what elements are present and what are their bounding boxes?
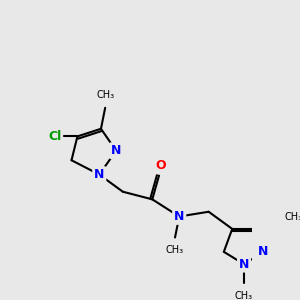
Text: O: O: [155, 160, 166, 172]
Text: CH₃: CH₃: [166, 245, 184, 255]
Text: N: N: [111, 144, 121, 157]
Text: Cl: Cl: [48, 130, 61, 143]
Text: CH₃: CH₃: [96, 90, 114, 100]
Text: CH₃: CH₃: [235, 291, 253, 300]
Text: N: N: [239, 258, 249, 271]
Text: N: N: [174, 210, 184, 223]
Text: N: N: [258, 245, 268, 258]
Text: CH₃: CH₃: [284, 212, 300, 223]
Text: N: N: [94, 168, 104, 181]
